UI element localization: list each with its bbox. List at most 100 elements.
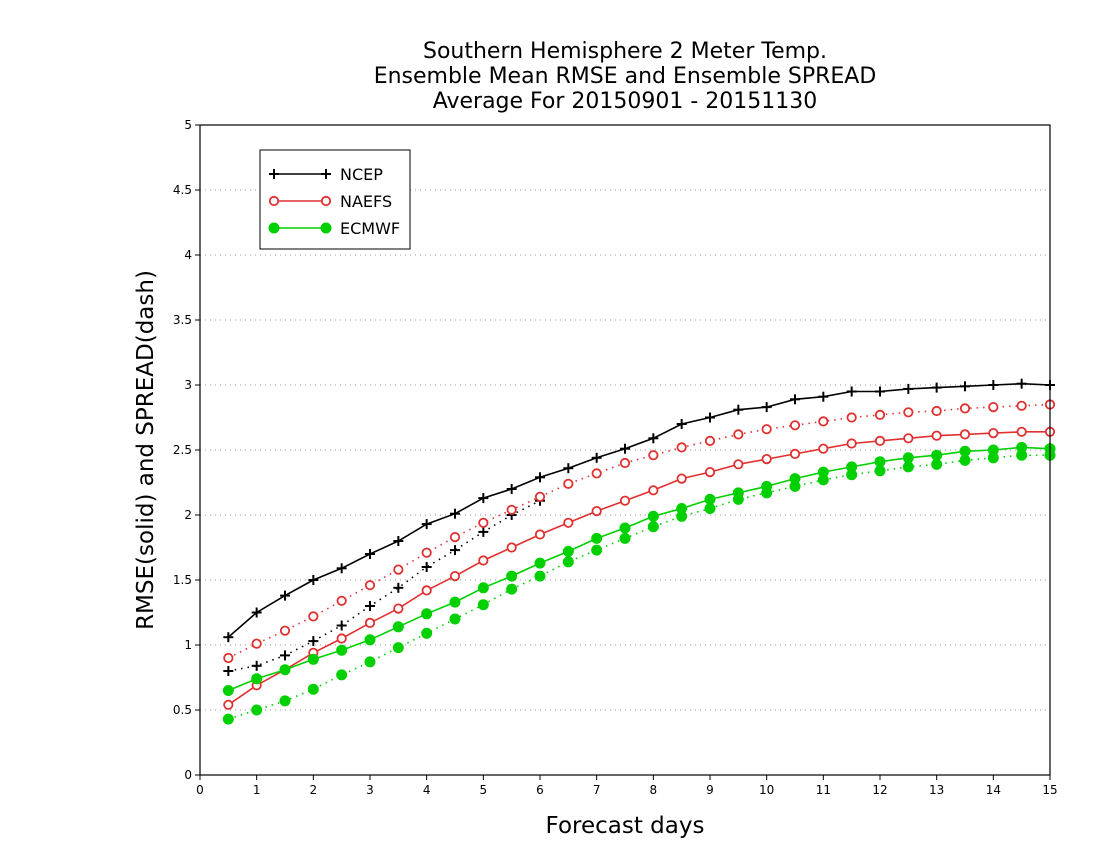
ncep-rmse-point: [960, 381, 970, 392]
naefs-spread-point: [818, 416, 829, 427]
ecmwf-rmse-point: [307, 653, 319, 665]
ncep-rmse-point: [790, 394, 800, 405]
naefs-rmse-point: [874, 435, 886, 446]
naefs-spread-point: [364, 580, 376, 591]
ncep-spread-point: [365, 601, 375, 611]
y-tick-label: 4.5: [173, 183, 192, 197]
ecmwf-rmse-point: [987, 444, 999, 456]
legend-marker-left: [269, 169, 279, 179]
naefs-spread-point: [308, 611, 319, 622]
ncep-rmse-point: [591, 452, 602, 463]
ecmwf-rmse-point: [732, 487, 744, 499]
ncep-rmse-point: [365, 549, 375, 559]
naefs-rmse-point: [846, 438, 857, 449]
legend: NCEP NAEFS ECMWF: [259, 149, 411, 250]
x-tick-label: 7: [593, 783, 601, 797]
ecmwf-rmse-point: [1016, 441, 1028, 453]
x-tick-label: 9: [706, 783, 714, 797]
ncep-spread-series: [223, 495, 545, 676]
naefs-rmse-point: [364, 617, 376, 629]
y-tick-label: 4: [184, 248, 192, 262]
naefs-spread-point: [874, 409, 886, 420]
x-tick-label: 3: [366, 783, 374, 797]
naefs-spread-point: [619, 457, 631, 469]
ecmwf-rmse-point: [817, 466, 829, 478]
ncep-rmse-point: [903, 383, 914, 394]
y-tick-label: 2.5: [173, 443, 192, 457]
x-tick-label: 10: [759, 783, 774, 797]
naefs-rmse-point: [648, 485, 659, 496]
ecmwf-rmse-point: [336, 644, 348, 656]
ncep-rmse-point: [988, 380, 999, 390]
ecmwf-rmse-point: [902, 452, 914, 464]
ecmwf-rmse-point: [506, 570, 518, 582]
naefs-rmse-point: [789, 448, 801, 459]
ncep-rmse-point: [733, 404, 744, 415]
ncep-rmse-line: [227, 382, 1051, 638]
ecmwf-spread-point: [591, 544, 603, 556]
naefs-rmse-series: [223, 426, 1056, 710]
legend-item-ecmwf: ECMWF: [268, 219, 400, 238]
legend-label: ECMWF: [340, 219, 400, 238]
ecmwf-spread-point: [364, 656, 376, 668]
x-axis-title: Forecast days: [546, 813, 705, 839]
naefs-spread-series: [223, 399, 1056, 664]
naefs-rmse-point: [733, 459, 744, 470]
ecmwf-rmse-point: [364, 634, 376, 646]
naefs-rmse-point: [336, 633, 347, 644]
x-tick-label: 2: [310, 783, 318, 797]
ecmwf-spread-point: [931, 458, 943, 470]
naefs-spread-point: [761, 424, 772, 435]
naefs-spread-point: [251, 638, 262, 649]
legend-marker-left: [268, 222, 280, 234]
chart-title-line-1: Southern Hemisphere 2 Meter Temp.: [423, 39, 827, 64]
ncep-spread-point: [393, 582, 404, 593]
ecmwf-spread-point: [619, 532, 631, 544]
ncep-rmse-point: [308, 575, 319, 585]
naefs-spread-point: [988, 401, 999, 413]
naefs-rmse-point: [959, 429, 971, 440]
naefs-rmse-point: [421, 585, 432, 596]
naefs-rmse-point: [223, 699, 234, 710]
naefs-spread-point: [931, 405, 942, 417]
ncep-rmse-point: [393, 536, 404, 546]
legend-label: NCEP: [340, 165, 383, 184]
ecmwf-spread-point: [647, 521, 659, 533]
ncep-rmse-point: [535, 472, 545, 483]
naefs-rmse-point: [761, 453, 772, 465]
ncep-rmse-point: [875, 386, 885, 397]
ecmwf-rmse-point: [562, 545, 574, 557]
ncep-spread-point: [280, 650, 290, 661]
x-tick-label: 8: [650, 783, 658, 797]
naefs-spread-point: [534, 491, 546, 502]
x-tick-label: 1: [253, 783, 261, 797]
naefs-spread-point: [846, 412, 857, 423]
ecmwf-spread-point: [336, 669, 348, 681]
y-tick-label: 2: [184, 508, 192, 522]
ncep-rmse-point: [478, 493, 489, 504]
naefs-rmse-point: [619, 495, 631, 506]
chart-title-line-3: Average For 20150901 - 20151130: [433, 89, 818, 114]
naefs-spread-line: [227, 403, 1051, 659]
ecmwf-rmse-point: [959, 445, 971, 457]
ecmwf-spread-point: [279, 695, 291, 707]
naefs-rmse-point: [903, 433, 914, 444]
naefs-rmse-point: [931, 430, 942, 441]
ecmwf-spread-point: [307, 683, 319, 695]
ecmwf-rmse-point: [477, 582, 489, 594]
ecmwf-spread-point: [959, 454, 971, 466]
naefs-rmse-point: [506, 542, 517, 553]
ncep-rmse-point: [223, 632, 234, 643]
legend-marker-left: [268, 195, 280, 207]
x-tick-label: 13: [929, 783, 944, 797]
naefs-spread-point: [959, 403, 971, 414]
ncep-rmse-point: [251, 607, 262, 618]
ncep-rmse-point: [676, 419, 687, 429]
x-tick-label: 5: [480, 783, 488, 797]
ecmwf-spread-point: [251, 704, 263, 716]
ecmwf-rmse-point: [421, 608, 433, 620]
naefs-spread-point: [676, 442, 687, 453]
ncep-rmse-point: [931, 382, 942, 393]
ecmwf-rmse-point: [931, 449, 943, 461]
ecmwf-rmse-line: [227, 446, 1051, 692]
